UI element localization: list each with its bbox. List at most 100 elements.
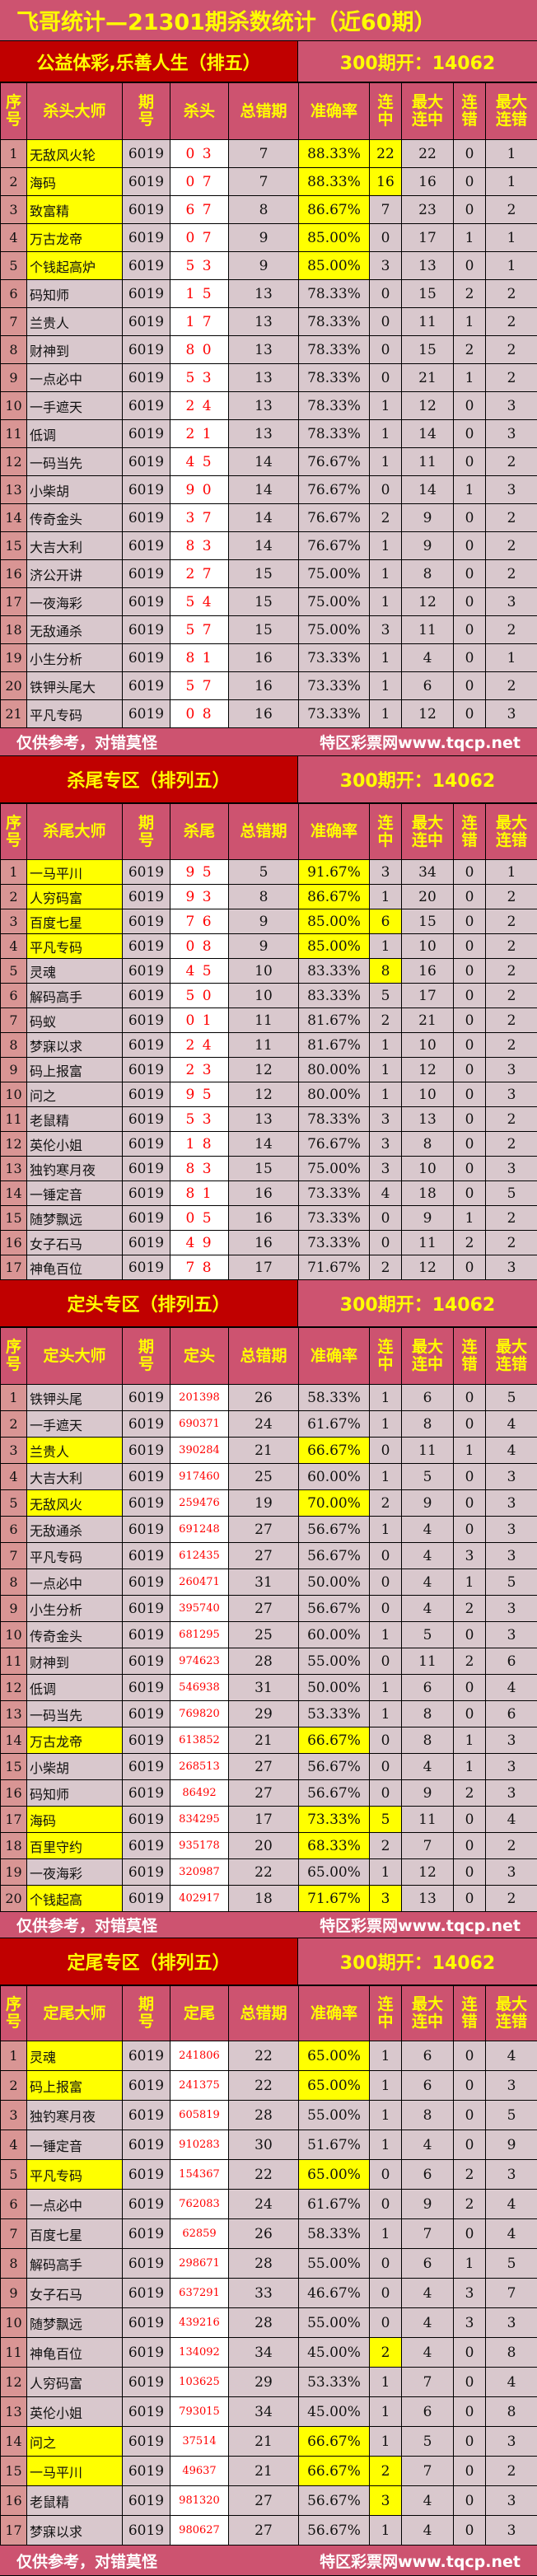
cell-current-streak: 1 <box>370 2397 402 2427</box>
col-header-number[interactable]: 杀头 <box>170 83 229 140</box>
cell-current-miss: 0 <box>454 909 486 934</box>
col-header-period[interactable]: 期 号 <box>123 1986 170 2041</box>
cell-seq: 6 <box>1 984 27 1008</box>
col-header-master-name[interactable]: 杀头大师 <box>27 83 123 140</box>
col-header-accuracy[interactable]: 准确率 <box>299 1328 370 1385</box>
col-header-number[interactable]: 定头 <box>170 1328 229 1385</box>
cell-current-streak: 8 <box>370 959 402 984</box>
col-header-current-streak[interactable]: 连 中 <box>370 1986 402 2041</box>
cell-accuracy: 73.33% <box>299 1807 370 1833</box>
col-header-current-streak[interactable]: 连 中 <box>370 83 402 140</box>
cell-current-miss: 1 <box>454 2249 486 2279</box>
cell-max-miss: 4 <box>486 1675 537 1701</box>
cell-current-miss: 0 <box>454 700 486 728</box>
col-header-max-streak[interactable]: 最大 连中 <box>402 1986 454 2041</box>
col-header-total-miss[interactable]: 总错期 <box>229 1328 299 1385</box>
cell-number: 9 5 <box>170 1082 229 1107</box>
cell-current-streak: 6 <box>370 909 402 934</box>
cell-max-miss: 5 <box>486 2101 537 2130</box>
col-header-seq[interactable]: 序号 <box>1 83 27 140</box>
col-header-max-miss[interactable]: 最大 连错 <box>486 83 537 140</box>
col-header-period[interactable]: 期 号 <box>123 804 170 860</box>
cell-current-miss: 0 <box>454 1058 486 1082</box>
site-link[interactable]: 特区彩票网www.tqcp.net <box>320 1914 521 1936</box>
col-header-max-miss[interactable]: 最大 连错 <box>486 1986 537 2041</box>
col-header-current-miss[interactable]: 连 错 <box>454 804 486 860</box>
col-header-master-name[interactable]: 定头大师 <box>27 1328 123 1385</box>
cell-seq: 15 <box>1 1206 27 1231</box>
cell-current-miss: 0 <box>454 2368 486 2397</box>
col-header-max-miss[interactable]: 最大 连错 <box>486 804 537 860</box>
cell-current-miss: 0 <box>454 448 486 476</box>
col-header-period[interactable]: 期 号 <box>123 83 170 140</box>
site-link[interactable]: 特区彩票网www.tqcp.net <box>320 731 521 753</box>
col-header-total-miss[interactable]: 总错期 <box>229 83 299 140</box>
cell-period: 6019 <box>123 392 170 420</box>
cell-period: 6019 <box>123 448 170 476</box>
col-header-number[interactable]: 杀尾 <box>170 804 229 860</box>
col-header-seq[interactable]: 序号 <box>1 1986 27 2041</box>
cell-max-streak: 9 <box>402 2190 454 2219</box>
cell-total-miss: 27 <box>229 1517 299 1543</box>
cell-current-streak: 0 <box>370 1596 402 1622</box>
col-header-accuracy[interactable]: 准确率 <box>299 83 370 140</box>
col-header-master-name[interactable]: 杀尾大师 <box>27 804 123 860</box>
col-header-period[interactable]: 期 号 <box>123 1328 170 1385</box>
col-header-max-streak[interactable]: 最大 连中 <box>402 83 454 140</box>
cell-period: 6019 <box>123 2071 170 2101</box>
col-header-current-miss[interactable]: 连 错 <box>454 1986 486 2041</box>
cell-current-miss: 0 <box>454 616 486 644</box>
cell-current-miss: 2 <box>454 2190 486 2219</box>
cell-number: 2 1 <box>170 420 229 448</box>
cell-accuracy: 88.33% <box>299 168 370 196</box>
header-row: 序号杀尾大师期 号杀尾总错期准确率连 中最大 连中连 错最大 连错 <box>1 804 537 860</box>
cell-current-streak: 1 <box>370 1082 402 1107</box>
cell-total-miss: 27 <box>229 1754 299 1780</box>
cell-current-streak: 2 <box>370 504 402 532</box>
col-header-accuracy[interactable]: 准确率 <box>299 1986 370 2041</box>
col-header-current-streak[interactable]: 连 中 <box>370 1328 402 1385</box>
cell-max-miss: 1 <box>486 860 537 885</box>
cell-max-streak: 4 <box>402 1569 454 1596</box>
cell-total-miss: 10 <box>229 984 299 1008</box>
col-header-number[interactable]: 定尾 <box>170 1986 229 2041</box>
col-header-max-miss[interactable]: 最大 连错 <box>486 1328 537 1385</box>
cell-accuracy: 61.67% <box>299 1411 370 1438</box>
cell-max-miss: 3 <box>486 2071 537 2101</box>
col-header-master-name[interactable]: 定尾大师 <box>27 1986 123 2041</box>
cell-period: 6019 <box>123 616 170 644</box>
cell-seq: 7 <box>1 1543 27 1569</box>
col-header-current-miss[interactable]: 连 错 <box>454 1328 486 1385</box>
col-header-current-miss[interactable]: 连 错 <box>454 83 486 140</box>
cell-seq: 15 <box>1 2457 27 2486</box>
cell-seq: 4 <box>1 1464 27 1490</box>
col-header-seq[interactable]: 序号 <box>1 804 27 860</box>
cell-max-streak: 14 <box>402 420 454 448</box>
col-header-max-streak[interactable]: 最大 连中 <box>402 804 454 860</box>
cell-period: 6019 <box>123 2397 170 2427</box>
open-count: 300期开：14062 <box>298 1280 537 1326</box>
cell-master-name: 兰贵人 <box>27 308 123 336</box>
col-header-total-miss[interactable]: 总错期 <box>229 804 299 860</box>
col-header-seq[interactable]: 序号 <box>1 1328 27 1385</box>
cell-max-miss: 3 <box>486 1727 537 1754</box>
col-header-current-streak[interactable]: 连 中 <box>370 804 402 860</box>
col-header-accuracy[interactable]: 准确率 <box>299 804 370 860</box>
site-link[interactable]: 特区彩票网www.tqcp.net <box>320 2550 521 2572</box>
cell-master-name: 灵魂 <box>27 2041 123 2071</box>
cell-number: 5 3 <box>170 1107 229 1132</box>
col-header-max-streak[interactable]: 最大 连中 <box>402 1328 454 1385</box>
col-header-total-miss[interactable]: 总错期 <box>229 1986 299 2041</box>
cell-current-miss: 2 <box>454 1648 486 1675</box>
